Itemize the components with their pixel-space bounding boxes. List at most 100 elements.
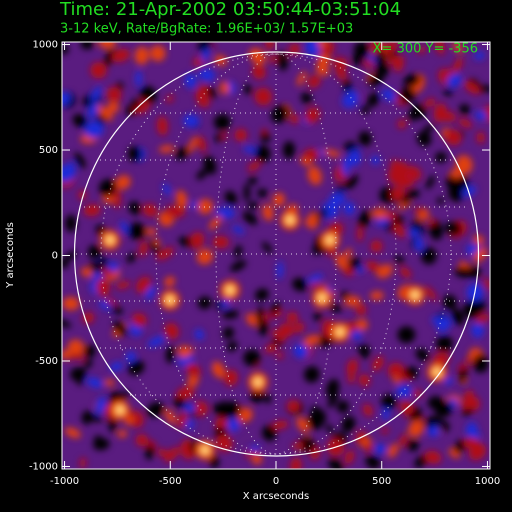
texture-blob xyxy=(344,450,355,465)
texture-blob xyxy=(164,447,180,463)
y-tick-label: 0 xyxy=(52,251,58,262)
texture-blob xyxy=(408,420,424,438)
texture-blob xyxy=(271,329,281,338)
texture-blob xyxy=(197,296,212,310)
texture-hotspot xyxy=(255,379,261,385)
texture-blob xyxy=(348,257,361,270)
texture-blob xyxy=(242,211,258,225)
texture-blob xyxy=(362,404,373,417)
texture-blob xyxy=(88,244,102,260)
texture-blob xyxy=(398,433,408,448)
texture-blob xyxy=(113,188,121,209)
texture-blob xyxy=(117,430,128,438)
image-texture xyxy=(62,42,490,469)
texture-blob xyxy=(286,312,299,324)
texture-blob xyxy=(387,443,399,458)
texture-blob xyxy=(95,396,107,415)
texture-blob xyxy=(269,302,281,315)
texture-blob xyxy=(439,420,450,432)
texture-blob xyxy=(391,186,406,202)
texture-blob xyxy=(458,118,473,128)
texture-blob xyxy=(397,326,416,344)
texture-blob xyxy=(185,363,201,378)
texture-blob xyxy=(177,345,191,358)
texture-blob xyxy=(232,225,245,235)
texture-blob xyxy=(399,87,416,103)
texture-blob xyxy=(175,190,188,209)
texture-blob xyxy=(293,322,305,333)
texture-blob xyxy=(433,352,450,365)
texture-blob xyxy=(156,247,174,261)
texture-blob xyxy=(72,113,88,128)
texture-blob xyxy=(145,444,155,460)
texture-blob xyxy=(194,329,205,340)
texture-blob xyxy=(303,334,321,346)
texture-blob xyxy=(356,225,364,242)
texture-blob xyxy=(164,322,179,340)
texture-blob xyxy=(223,369,239,386)
texture-blob xyxy=(382,407,390,420)
texture-blob xyxy=(303,366,320,383)
texture-blob xyxy=(216,207,236,219)
texture-blob xyxy=(65,214,77,233)
texture-blob xyxy=(271,420,289,430)
texture-blob xyxy=(347,375,356,384)
texture-blob xyxy=(374,49,386,65)
texture-blob xyxy=(131,98,140,108)
texture-blob xyxy=(252,64,266,80)
texture-blob xyxy=(62,296,80,311)
texture-blob xyxy=(225,401,240,417)
texture-blob xyxy=(359,344,370,359)
texture-blob xyxy=(177,411,188,429)
texture-blob xyxy=(146,402,165,418)
texture-blob xyxy=(164,276,175,287)
texture-blob xyxy=(196,248,214,265)
texture-blob xyxy=(197,136,207,153)
texture-blob xyxy=(67,339,84,355)
texture-blob xyxy=(188,136,198,153)
texture-blob xyxy=(392,223,406,238)
y-axis-label: Y arcseconds xyxy=(5,222,16,289)
texture-blob xyxy=(224,190,238,205)
texture-blob xyxy=(116,391,130,402)
texture-blob xyxy=(64,427,81,439)
texture-hotspot xyxy=(202,447,208,453)
texture-blob xyxy=(442,294,457,310)
texture-hotspot xyxy=(117,407,123,413)
texture-blob xyxy=(293,343,309,359)
texture-blob xyxy=(65,162,76,172)
texture-blob xyxy=(239,407,253,422)
texture-blob xyxy=(423,124,434,133)
texture-hotspot xyxy=(434,369,440,375)
texture-blob xyxy=(86,377,104,388)
texture-blob xyxy=(83,344,96,358)
texture-blob xyxy=(165,205,186,218)
texture-blob xyxy=(381,394,397,410)
texture-blob xyxy=(444,221,462,236)
texture-blob xyxy=(260,133,271,143)
texture-blob xyxy=(84,121,104,139)
texture-blob xyxy=(474,51,486,60)
texture-blob xyxy=(355,304,367,316)
texture-blob xyxy=(464,81,481,95)
texture-blob xyxy=(436,316,449,333)
texture-blob xyxy=(343,248,352,260)
texture-blob xyxy=(77,372,84,387)
texture-blob xyxy=(370,42,382,52)
texture-blob xyxy=(104,48,115,67)
texture-blob xyxy=(196,94,210,108)
texture-blob xyxy=(344,174,359,190)
texture-blob xyxy=(344,296,361,307)
texture-blob xyxy=(102,194,116,204)
texture-blob xyxy=(251,454,263,465)
texture-blob xyxy=(96,278,110,297)
texture-blob xyxy=(458,367,468,383)
texture-blob xyxy=(109,361,124,372)
texture-blob xyxy=(128,201,142,215)
texture-blob xyxy=(90,62,107,79)
texture-blob xyxy=(436,197,444,205)
texture-blob xyxy=(85,414,104,422)
texture-blob xyxy=(415,348,429,362)
texture-blob xyxy=(131,313,147,327)
texture-blob xyxy=(197,199,214,214)
